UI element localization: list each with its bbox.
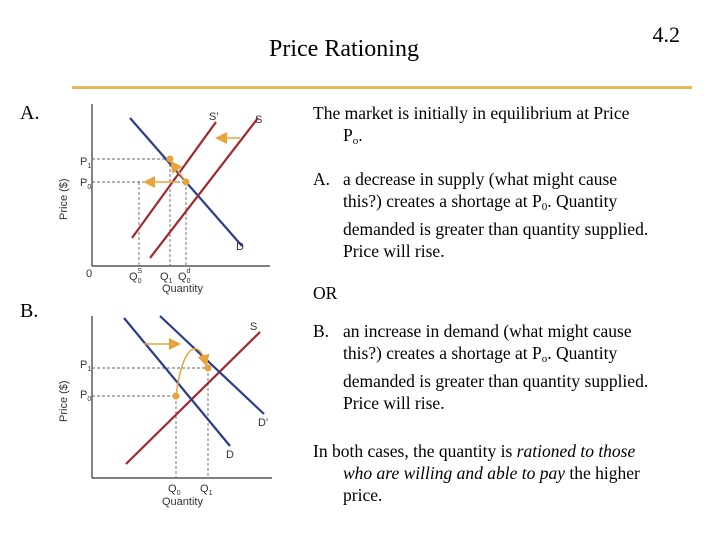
s-label: S bbox=[250, 321, 257, 333]
graph-a: S' S D P1 P0 Price ($) 0 Q0S Q1 Q0d Quan… bbox=[58, 104, 270, 295]
supply-curve bbox=[125, 331, 261, 465]
section-a-label: A. bbox=[20, 102, 40, 124]
initial-equilibrium-point bbox=[182, 178, 190, 186]
initial-equilibrium-point bbox=[172, 392, 180, 400]
price-rise-arrow bbox=[175, 348, 210, 397]
demand-curve-shifted bbox=[159, 315, 265, 415]
x-axis-label: Quantity bbox=[162, 283, 203, 295]
p0-label: P0 bbox=[80, 389, 91, 403]
new-equilibrium-point bbox=[204, 364, 212, 372]
supply-curve-shifted bbox=[131, 121, 217, 239]
new-equilibrium-point bbox=[166, 155, 174, 163]
q0-label: Q0 bbox=[168, 483, 181, 497]
qd-label: Q0d bbox=[178, 268, 191, 285]
y-axis-label: Price ($) bbox=[58, 380, 70, 422]
y-axis-label: Price ($) bbox=[58, 178, 70, 220]
origin-label: 0 bbox=[86, 268, 92, 280]
q1-label: Q1 bbox=[160, 271, 173, 285]
graph-b: S D' D P1 P0 Price ($) Q0 Q1 Quantity bbox=[58, 315, 272, 508]
slide-number: 4.2 bbox=[652, 22, 681, 47]
q1-label: Q1 bbox=[200, 483, 213, 497]
p1-label: P1 bbox=[80, 156, 91, 170]
d-prime-label: D' bbox=[258, 417, 268, 429]
p0-label: P0 bbox=[80, 177, 91, 191]
s-label: S bbox=[255, 114, 262, 126]
section-b-label: B. bbox=[20, 300, 39, 322]
qs-label: Q0S bbox=[129, 268, 142, 285]
case-a-marker: A. bbox=[313, 169, 331, 189]
case-b-paragraph: B. an increase in demand (what might cau… bbox=[313, 321, 649, 413]
slide-title: Price Rationing bbox=[269, 36, 419, 62]
x-axis-label: Quantity bbox=[162, 496, 203, 508]
or-text: OR bbox=[313, 283, 338, 303]
supply-curve bbox=[149, 117, 259, 259]
intro-paragraph: The market is initially in equilibrium a… bbox=[313, 103, 630, 147]
price-rise-arrow bbox=[170, 160, 187, 183]
p1-label: P1 bbox=[80, 359, 91, 373]
demand-curve bbox=[123, 317, 231, 447]
s-prime-label: S' bbox=[209, 111, 218, 123]
title-divider bbox=[72, 86, 692, 89]
case-a-paragraph: A. a decrease in supply (what might caus… bbox=[313, 169, 649, 261]
case-b-marker: B. bbox=[313, 321, 330, 341]
d-label: D bbox=[236, 241, 244, 253]
conclusion-paragraph: In both cases, the quantity is rationed … bbox=[313, 441, 640, 505]
d-label: D bbox=[226, 449, 234, 461]
